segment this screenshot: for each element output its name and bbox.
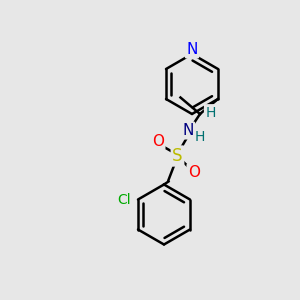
Text: O: O [152,134,164,148]
Text: H: H [205,106,216,119]
Text: O: O [188,165,200,180]
Text: N: N [182,123,194,138]
Text: Cl: Cl [118,193,131,206]
Text: S: S [172,147,183,165]
Text: H: H [195,130,205,143]
Text: N: N [186,42,198,57]
